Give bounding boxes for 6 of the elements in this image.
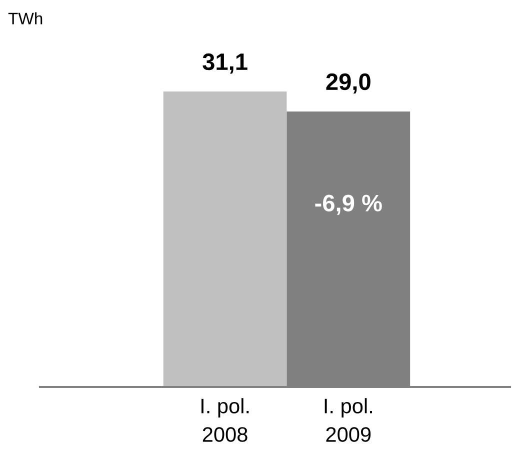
annotation: -6,9 %: [315, 194, 382, 215]
x-tick-label: I. pol. 2008: [201, 398, 249, 442]
data-label: 29,0: [326, 73, 370, 94]
data-label: 31,1: [202, 53, 248, 74]
x-tick-label: I. pol. 2009: [324, 398, 372, 442]
text: TWh: [8, 12, 42, 24]
